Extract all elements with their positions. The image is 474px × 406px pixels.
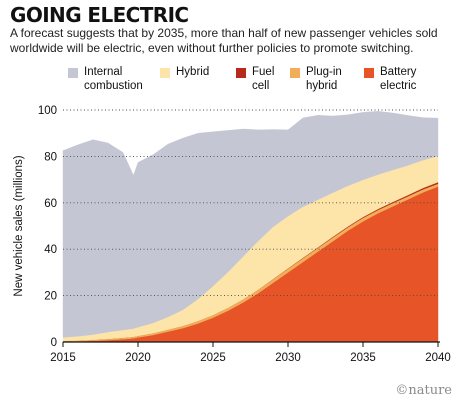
legend-label-hybrid: Hybrid [176,66,210,78]
area-internal-combustion [62,111,439,338]
legend-item-internal-combustion: Internal combustion [68,66,143,93]
legend-swatch-battery-electric [364,68,374,78]
y-tick-label-60: 60 [44,198,57,210]
legend-swatch-fuel-cell [236,68,246,78]
y-tick-label-0: 0 [51,337,57,349]
y-tick-label-20: 20 [44,291,57,303]
x-tick-label-2020: 2020 [125,352,151,364]
y-tick-label-100: 100 [38,105,57,117]
area-layers [62,111,439,343]
y-axis-label: New vehicle sales (millions) [13,155,25,296]
y-tick-label-40: 40 [44,244,57,256]
legend-swatch-internal-combustion [68,68,78,78]
legend-label-plug-in-hybrid: Plug-in hybrid [306,66,342,92]
legend-item-battery-electric: Battery electric [364,66,416,93]
legend-item-hybrid: Hybrid [160,66,209,80]
legend-label-battery-electric: Battery electric [380,66,417,92]
chart-subtitle: A forecast suggests that by 2035, more t… [10,26,438,55]
legend-item-fuel-cell: Fuel cell [236,66,274,93]
chart-legend: Internal combustion Hybrid Fuel cell Plug-i… [0,66,474,100]
legend-swatch-plug-in-hybrid [290,68,300,78]
chart-title: GOING ELECTRIC [10,3,189,27]
x-tick-label-2040: 2040 [425,352,451,364]
x-tick-label-2035: 2035 [350,352,376,364]
y-tick-label-80: 80 [44,151,57,163]
x-tick-label-2015: 2015 [50,352,76,364]
x-tick-label-2025: 2025 [200,352,226,364]
legend-swatch-hybrid [160,68,170,78]
nature-credit: ©nature [395,383,452,398]
x-tick-label-2030: 2030 [275,352,301,364]
gridlines [63,109,438,297]
legend-label-fuel-cell: Fuel cell [252,66,275,92]
legend-label-internal-combustion: Internal combustion [84,66,143,92]
legend-item-plug-in-hybrid: Plug-in hybrid [290,66,342,93]
